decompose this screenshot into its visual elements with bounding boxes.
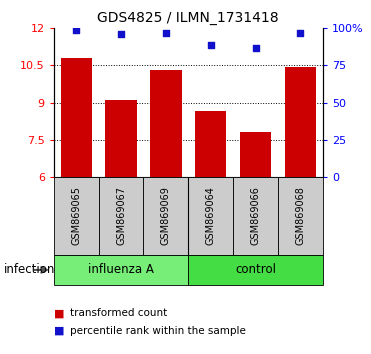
Bar (278, 177, 323, 255)
Text: percentile rank within the sample: percentile rank within the sample (70, 326, 246, 336)
Bar (105, 100, 137, 177)
Bar (54, 255, 188, 285)
Text: GSM869065: GSM869065 (71, 187, 81, 245)
Bar (99, 177, 144, 255)
Point (73, 27, 79, 33)
Text: GSM869064: GSM869064 (206, 187, 216, 245)
Text: GSM869068: GSM869068 (295, 187, 305, 245)
Point (208, 42, 214, 47)
Point (163, 30, 169, 36)
Bar (150, 70, 181, 177)
Bar (188, 177, 233, 255)
Text: ■: ■ (54, 326, 64, 336)
Point (298, 30, 303, 36)
Bar (54, 177, 99, 255)
Text: ■: ■ (54, 308, 64, 318)
Text: infection: infection (4, 263, 55, 276)
Bar (144, 177, 188, 255)
Point (253, 45, 259, 51)
Point (118, 31, 124, 36)
Bar (233, 177, 278, 255)
Bar (240, 132, 271, 177)
Title: GDS4825 / ILMN_1731418: GDS4825 / ILMN_1731418 (98, 11, 279, 24)
Bar (195, 111, 226, 177)
Text: transformed count: transformed count (70, 308, 168, 318)
Text: influenza A: influenza A (88, 263, 154, 276)
Bar (60, 58, 92, 177)
Text: GSM869067: GSM869067 (116, 187, 126, 245)
Text: control: control (235, 263, 276, 276)
Bar (285, 67, 316, 177)
Bar (188, 255, 323, 285)
Text: GSM869066: GSM869066 (250, 187, 260, 245)
Text: GSM869069: GSM869069 (161, 187, 171, 245)
